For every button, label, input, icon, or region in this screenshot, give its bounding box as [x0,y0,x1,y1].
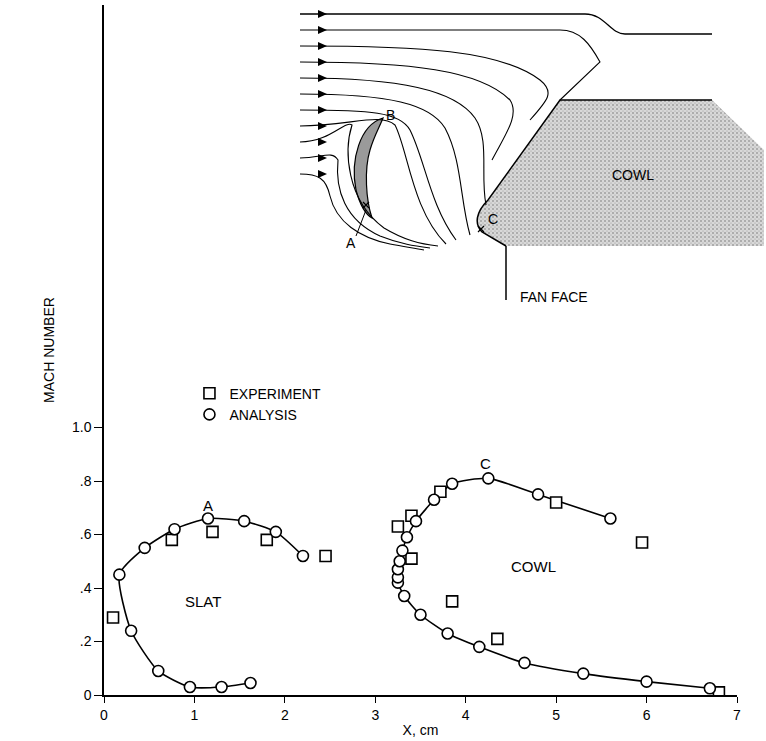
svg-text:0: 0 [84,687,92,703]
svg-text:COWL: COWL [511,558,556,575]
svg-text:2: 2 [281,707,289,723]
svg-text:3: 3 [371,707,379,723]
svg-text:6: 6 [643,707,651,723]
svg-text:FAN FACE: FAN FACE [520,289,588,305]
svg-text:1.0: 1.0 [72,419,92,435]
svg-text:EXPERIMENT: EXPERIMENT [229,386,320,402]
svg-text:ANALYSIS: ANALYSIS [229,407,296,423]
svg-text:B: B [386,107,395,123]
svg-text:C: C [480,455,491,472]
svg-text:MACH NUMBER: MACH NUMBER [41,297,57,403]
svg-text:1: 1 [191,707,199,723]
svg-text:A: A [346,235,356,251]
svg-text:.6: .6 [80,526,92,542]
svg-text:5: 5 [552,707,560,723]
svg-text:A: A [203,497,213,514]
svg-text:COWL: COWL [612,167,654,183]
svg-text:0: 0 [100,707,108,723]
svg-text:4: 4 [462,707,470,723]
svg-text:.8: .8 [80,473,92,489]
svg-text:.4: .4 [80,580,92,596]
svg-text:SLAT: SLAT [185,593,221,610]
svg-text:.2: .2 [80,633,92,649]
svg-text:7: 7 [733,707,741,723]
svg-text:C: C [488,211,498,227]
svg-text:X, cm: X, cm [403,722,439,738]
